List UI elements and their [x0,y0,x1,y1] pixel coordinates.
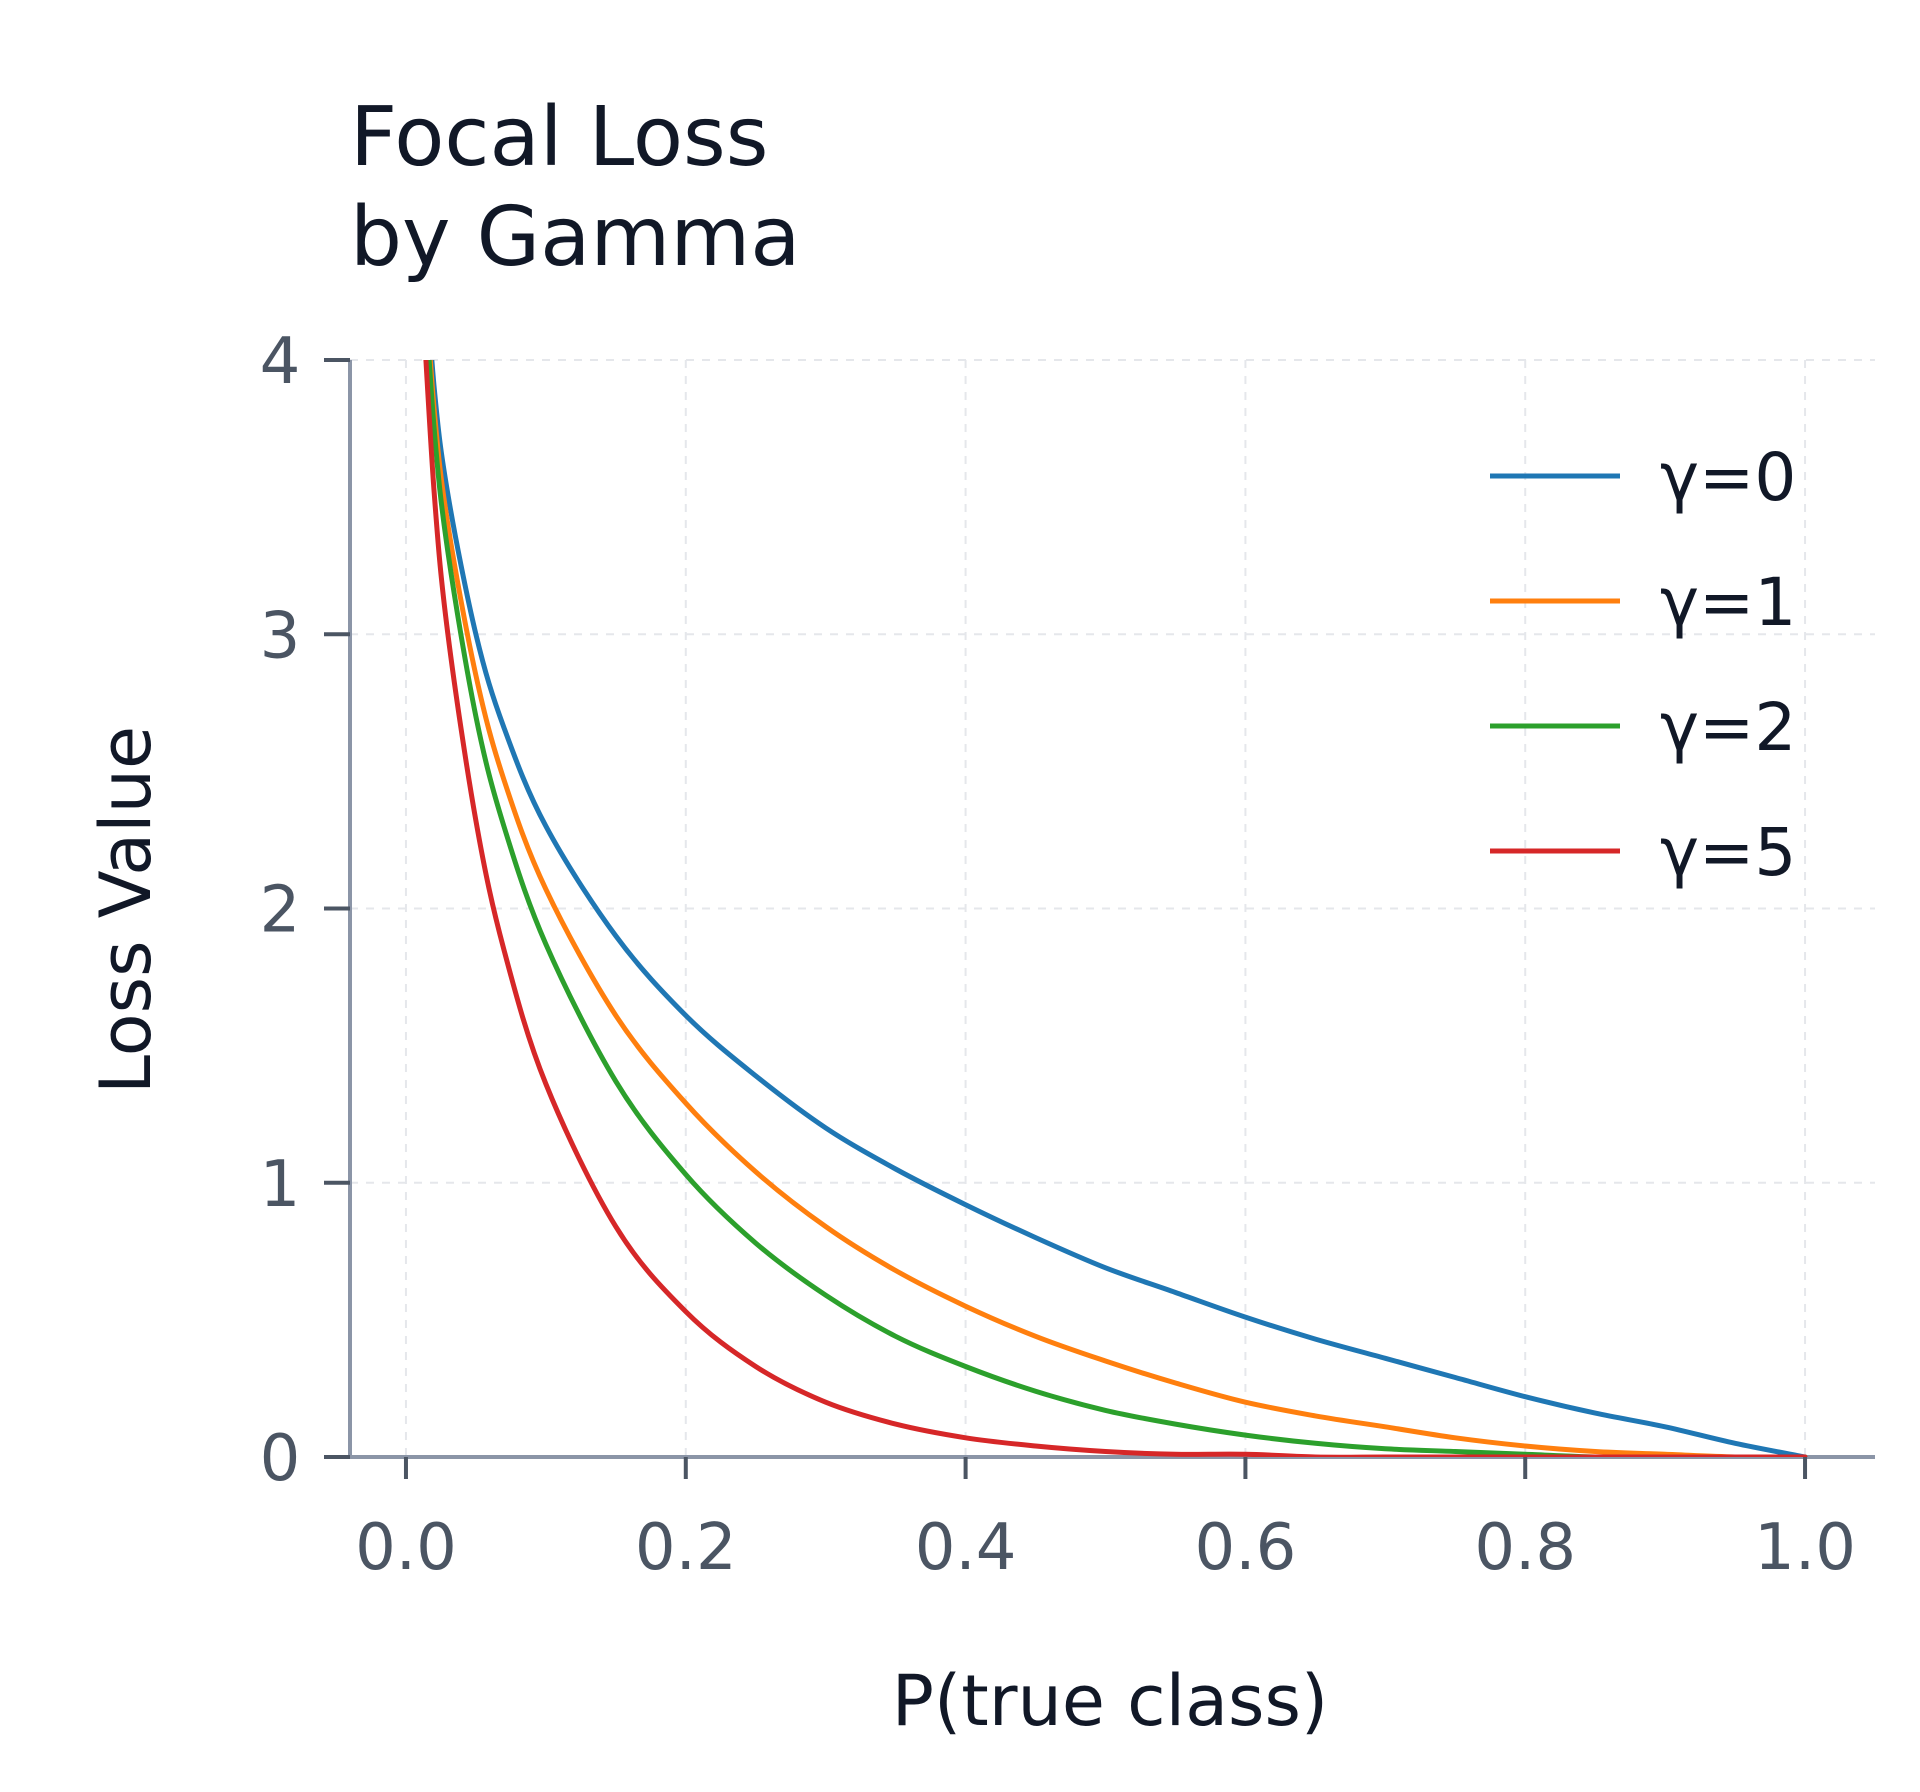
x-tick-label-4: 0.8 [1474,1511,1576,1585]
series-line-1 [427,360,1808,1457]
ticks: 0.0 0.2 0.4 0.6 0.8 1.0 0 1 2 3 4 [260,325,1856,1585]
x-tick-label-5: 1.0 [1754,1511,1856,1585]
y-tick-label-4: 4 [260,325,301,399]
x-tick-label-2: 0.4 [915,1511,1017,1585]
y-axis-label: Loss Value [85,726,167,1094]
x-tick-label-3: 0.6 [1195,1511,1297,1585]
legend-label-1: γ=1 [1660,564,1796,641]
legend-label-3: γ=5 [1660,814,1796,891]
x-tick-label-1: 0.2 [635,1511,737,1585]
grid [350,359,1875,1458]
series-line-2 [426,360,1808,1457]
legend: γ=0 γ=1 γ=2 γ=5 [1490,439,1796,891]
x-axis-label: P(true class) [892,1660,1329,1742]
chart-title-line-2: by Gamma [350,190,800,285]
legend-label-2: γ=2 [1660,689,1796,766]
chart-title-line-1: Focal Loss [350,90,768,185]
x-tick-label-0: 0.0 [355,1511,457,1585]
y-tick-label-2: 2 [260,874,301,948]
y-tick-label-1: 1 [260,1148,301,1222]
series-line-3 [423,360,1808,1457]
legend-label-0: γ=0 [1660,439,1796,516]
y-tick-label-3: 3 [260,599,301,673]
series-lines [423,360,1808,1457]
series-line-0 [429,360,1808,1457]
y-tick-label-0: 0 [260,1422,301,1496]
